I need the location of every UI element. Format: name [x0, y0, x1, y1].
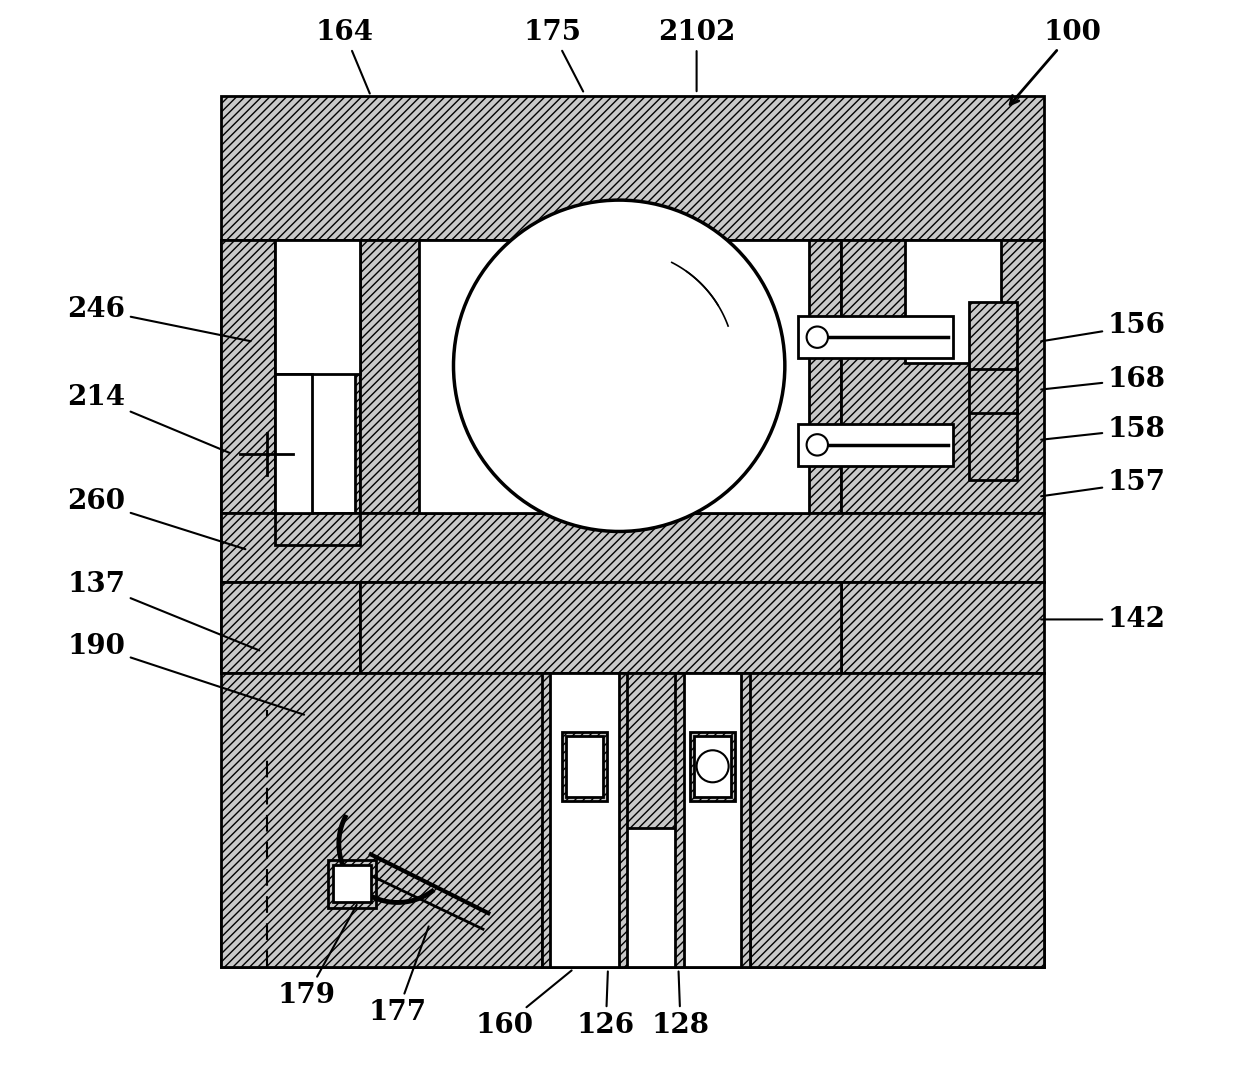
Bar [969, 368, 1017, 413]
Bar [222, 513, 360, 673]
Text: 260: 260 [68, 488, 245, 549]
Circle shape [806, 327, 829, 348]
Text: 156: 156 [1041, 312, 1165, 342]
Text: 126: 126 [577, 972, 635, 1039]
Bar [333, 865, 371, 902]
Bar [562, 732, 607, 801]
Circle shape [454, 200, 785, 532]
Bar [547, 673, 621, 956]
Text: 164: 164 [316, 18, 374, 94]
Bar [222, 892, 1043, 967]
Bar [619, 673, 628, 967]
Bar [222, 96, 1043, 240]
Bar [222, 582, 360, 673]
Bar [905, 240, 1001, 363]
Bar [676, 673, 684, 967]
Bar [969, 410, 1017, 480]
Circle shape [697, 750, 729, 782]
Bar [676, 673, 750, 967]
Bar [545, 673, 624, 967]
Bar [566, 736, 603, 797]
Text: 137: 137 [68, 570, 259, 650]
Bar [798, 424, 953, 466]
Bar [275, 513, 360, 545]
Text: 214: 214 [68, 383, 229, 453]
Bar [681, 673, 745, 956]
Bar [798, 316, 953, 358]
Text: 157: 157 [1041, 469, 1165, 497]
Bar [690, 732, 735, 801]
Bar [841, 582, 1043, 673]
Circle shape [806, 435, 829, 456]
Bar [969, 302, 1017, 372]
Bar [419, 240, 809, 513]
Bar [275, 240, 360, 374]
Bar [541, 673, 550, 967]
Text: 190: 190 [68, 632, 305, 714]
Text: 179: 179 [277, 905, 356, 1009]
Text: 128: 128 [651, 972, 709, 1039]
Bar [275, 240, 355, 513]
Bar [360, 240, 841, 513]
Bar [360, 582, 841, 673]
Text: 177: 177 [369, 926, 429, 1026]
Bar [541, 828, 750, 967]
Bar [694, 736, 731, 797]
Text: 142: 142 [1041, 606, 1165, 633]
Text: 100: 100 [1010, 18, 1101, 105]
Bar [275, 240, 312, 363]
Bar [841, 240, 1043, 513]
Bar [222, 513, 1043, 582]
Bar [678, 673, 747, 967]
Bar [222, 240, 312, 513]
Bar [328, 860, 376, 908]
Bar [541, 673, 628, 967]
Bar [741, 673, 750, 967]
Text: 2102: 2102 [658, 18, 735, 91]
Bar [275, 374, 312, 513]
Text: 158: 158 [1041, 415, 1165, 443]
Text: 168: 168 [1041, 365, 1165, 393]
Text: 246: 246 [68, 296, 250, 341]
Bar [222, 240, 360, 513]
Text: 160: 160 [476, 971, 572, 1039]
Text: 175: 175 [524, 18, 583, 92]
Bar [222, 673, 1043, 967]
